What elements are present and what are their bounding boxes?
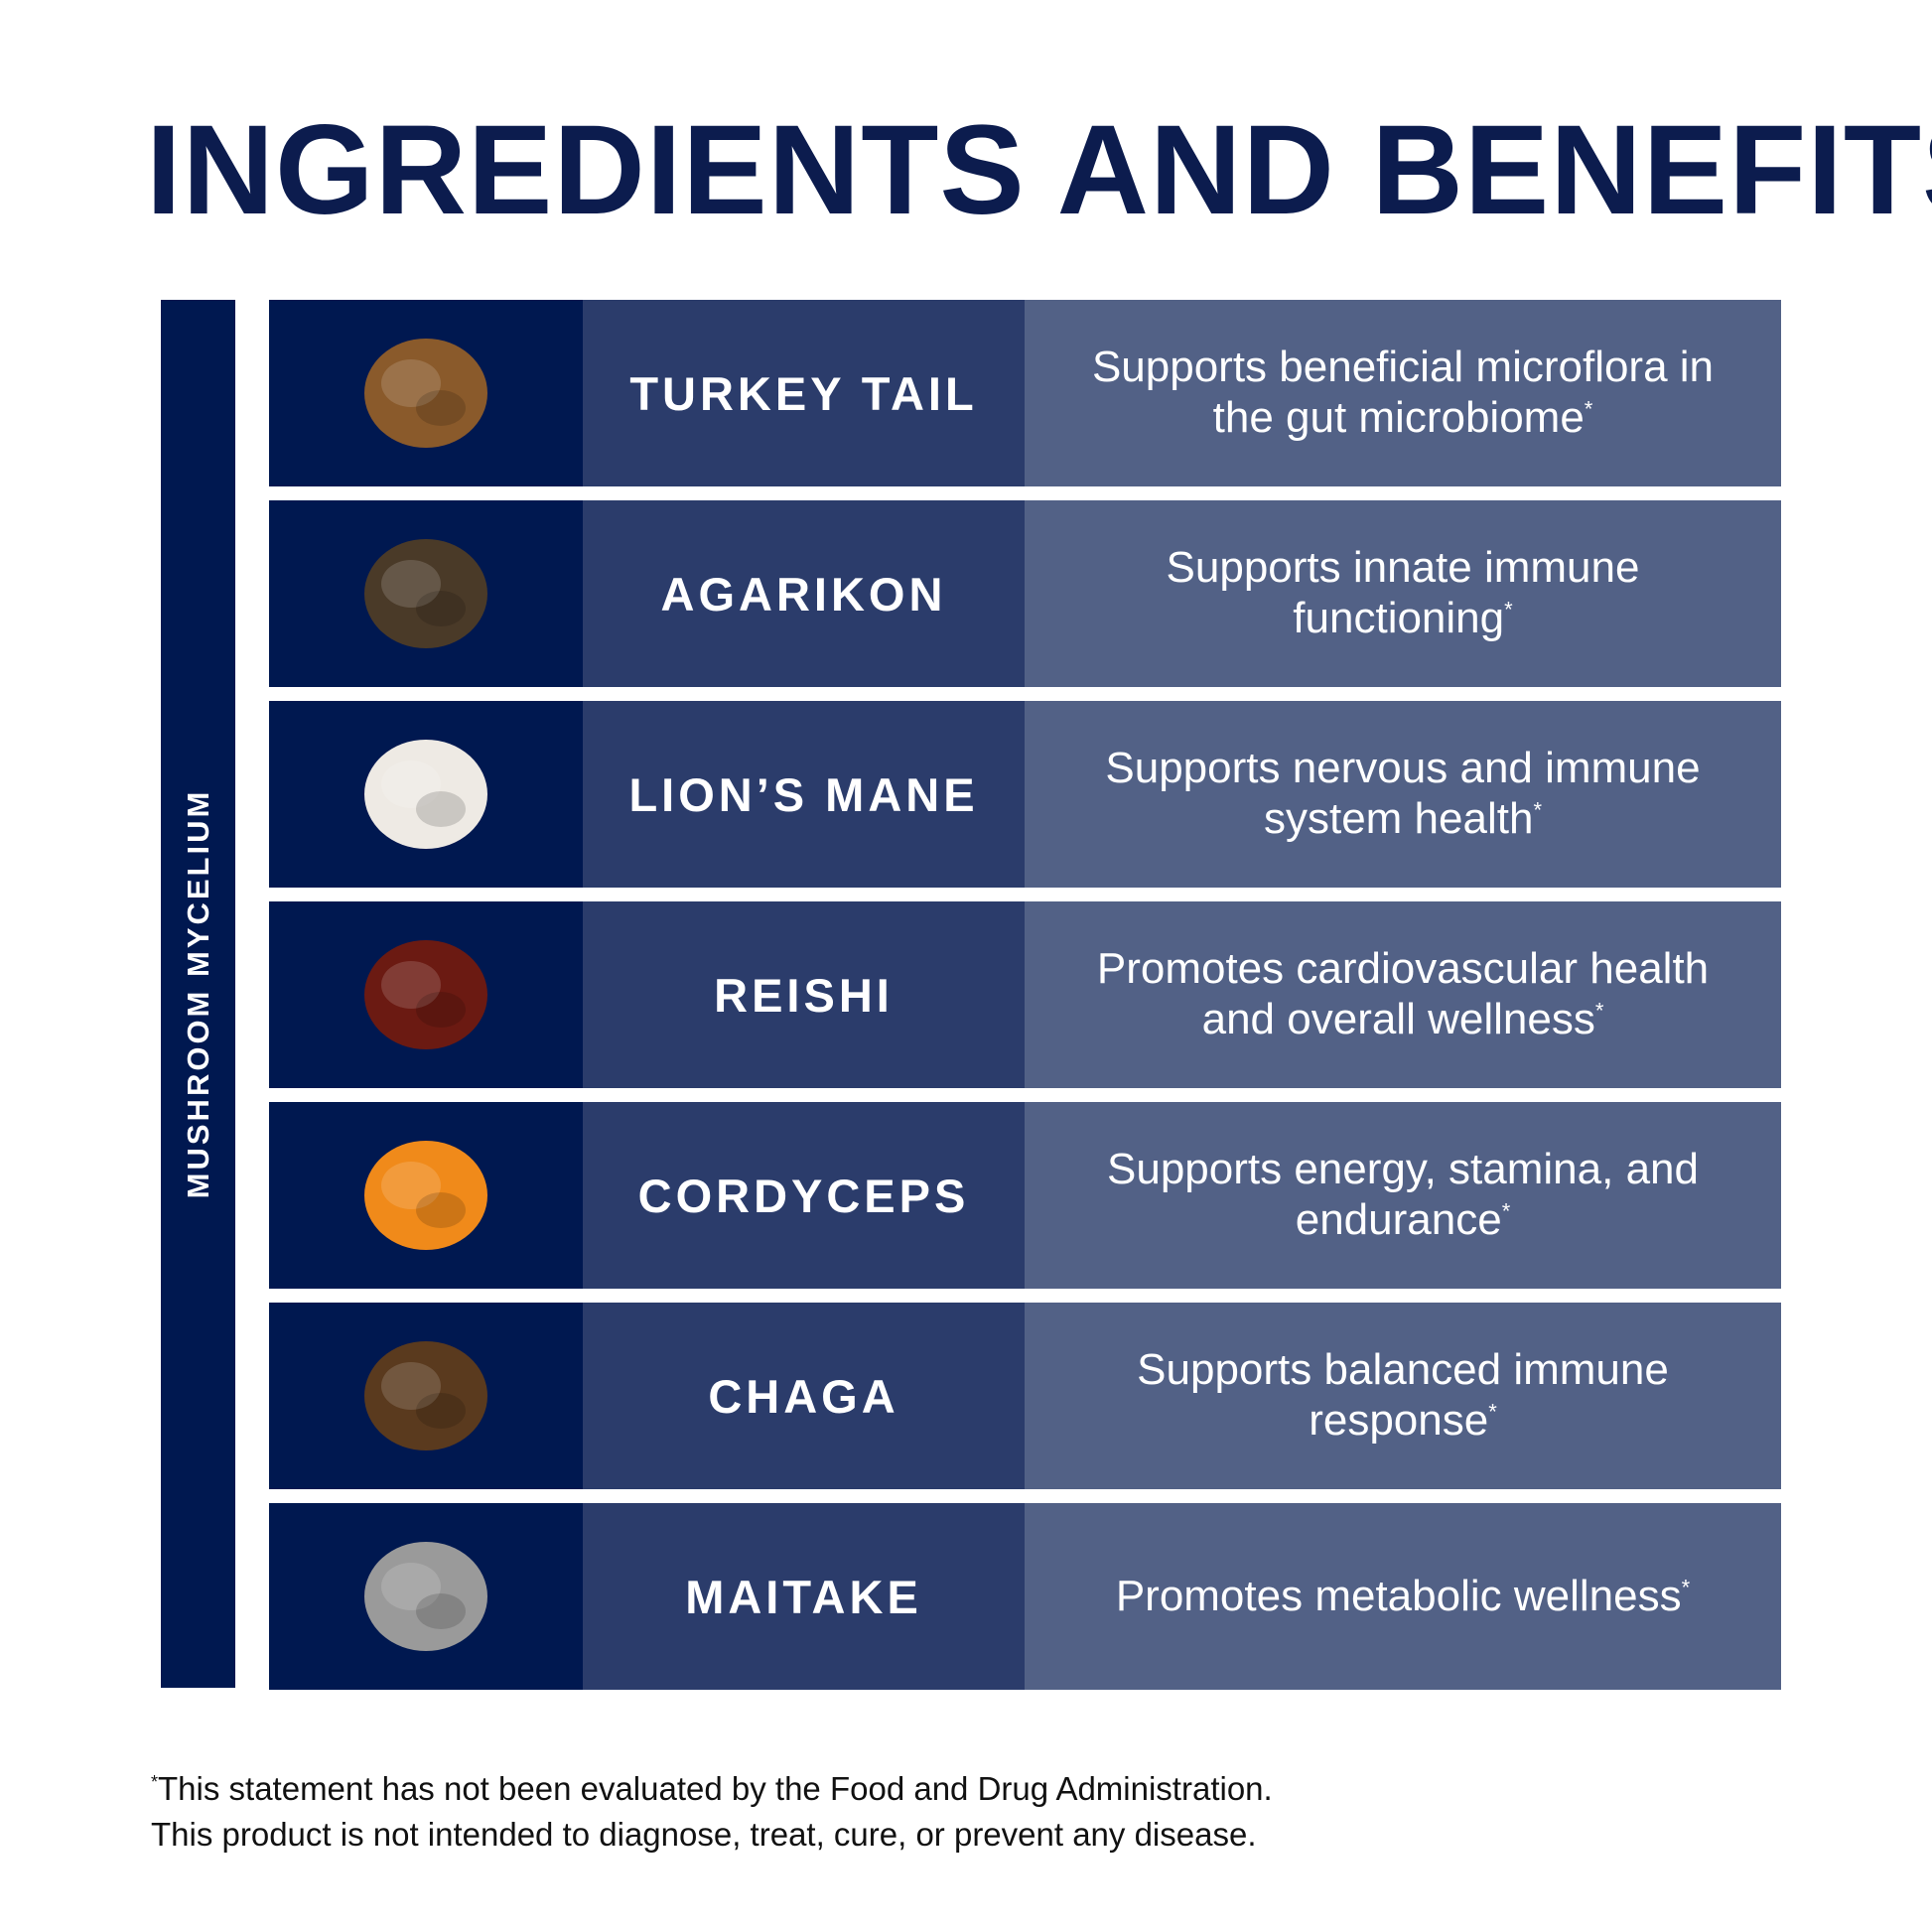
image-cell (269, 901, 583, 1088)
maitake-image (364, 1542, 487, 1651)
benefit-asterisk: * (1533, 797, 1543, 823)
benefit-cell: Supports beneficial microflora in the gu… (1025, 300, 1781, 486)
image-cell (269, 500, 583, 687)
footnote-asterisk: * (151, 1772, 159, 1792)
image-cell (269, 1503, 583, 1690)
lions-mane-image (364, 740, 487, 849)
benefit-cell: Promotes cardiovascular health and overa… (1025, 901, 1781, 1088)
table-row: TURKEY TAIL Supports beneficial microflo… (269, 300, 1781, 486)
benefit-asterisk: * (1501, 1198, 1511, 1224)
benefit-asterisk: * (1504, 597, 1513, 622)
ingredient-name-text: CHAGA (708, 1369, 899, 1423)
ingredient-name: LION’S MANE (583, 701, 1025, 888)
benefit-cell: Promotes metabolic wellness* (1025, 1503, 1781, 1690)
footnote-text-1: This statement has not been evaluated by… (158, 1770, 1273, 1807)
benefit-text: Supports balanced immune response (1137, 1345, 1669, 1445)
benefit-text: Supports energy, stamina, and endurance (1107, 1145, 1699, 1244)
turkey-tail-image (364, 339, 487, 448)
image-cell (269, 300, 583, 486)
footnote: *This statement has not been evaluated b… (151, 1759, 1273, 1858)
chaga-image (364, 1341, 487, 1450)
table-row: LION’S MANE Supports nervous and immune … (269, 701, 1781, 888)
benefit-cell: Supports innate immune functioning* (1025, 500, 1781, 687)
cordyceps-image (364, 1141, 487, 1250)
benefit-asterisk: * (1488, 1399, 1497, 1425)
table-row: REISHI Promotes cardiovascular health an… (269, 901, 1781, 1088)
table-row: CHAGA Supports balanced immune response* (269, 1303, 1781, 1489)
sidebar-category: MUSHROOM MYCELIUM (161, 300, 235, 1688)
benefit-cell: Supports nervous and immune system healt… (1025, 701, 1781, 888)
ingredient-name-text: LION’S MANE (628, 767, 979, 821)
table-row: AGARIKON Supports innate immune function… (269, 500, 1781, 687)
agarikon-image (364, 539, 487, 648)
ingredient-name: MAITAKE (583, 1503, 1025, 1690)
reishi-image (364, 940, 487, 1049)
benefit-asterisk: * (1584, 396, 1593, 422)
ingredient-name: CORDYCEPS (583, 1102, 1025, 1289)
table-row: CORDYCEPS Supports energy, stamina, and … (269, 1102, 1781, 1289)
footnote-line-1: *This statement has not been evaluated b… (151, 1759, 1273, 1812)
benefit-asterisk: * (1594, 998, 1604, 1024)
image-cell (269, 701, 583, 888)
ingredient-name-text: AGARIKON (660, 567, 947, 621)
footnote-text-2: This product is not intended to diagnose… (151, 1816, 1257, 1853)
page-title: INGREDIENTS AND BENEFITS* (146, 107, 1932, 234)
sidebar-label: MUSHROOM MYCELIUM (180, 788, 215, 1199)
benefit-cell: Supports balanced immune response* (1025, 1303, 1781, 1489)
ingredient-name-text: TURKEY TAIL (629, 366, 978, 420)
ingredient-name: CHAGA (583, 1303, 1025, 1489)
ingredient-name-text: REISHI (714, 968, 894, 1022)
table-row: MAITAKE Promotes metabolic wellness* (269, 1503, 1781, 1690)
benefit-cell: Supports energy, stamina, and endurance* (1025, 1102, 1781, 1289)
benefit-text: Supports innate immune functioning (1166, 543, 1640, 642)
benefit-text: Promotes cardiovascular health and overa… (1096, 944, 1710, 1043)
benefit-text: Promotes metabolic wellness (1115, 1571, 1682, 1620)
ingredient-name: TURKEY TAIL (583, 300, 1025, 486)
footnote-line-2: This product is not intended to diagnose… (151, 1812, 1273, 1858)
benefit-text: Supports beneficial microflora in the gu… (1091, 343, 1715, 442)
ingredient-name: REISHI (583, 901, 1025, 1088)
image-cell (269, 1303, 583, 1489)
benefit-text: Supports nervous and immune system healt… (1105, 744, 1701, 843)
ingredient-name-text: MAITAKE (685, 1570, 922, 1623)
benefit-asterisk: * (1681, 1575, 1691, 1600)
ingredient-name-text: CORDYCEPS (637, 1169, 970, 1222)
ingredient-name: AGARIKON (583, 500, 1025, 687)
image-cell (269, 1102, 583, 1289)
title-text: INGREDIENTS AND BENEFITS (146, 99, 1932, 241)
